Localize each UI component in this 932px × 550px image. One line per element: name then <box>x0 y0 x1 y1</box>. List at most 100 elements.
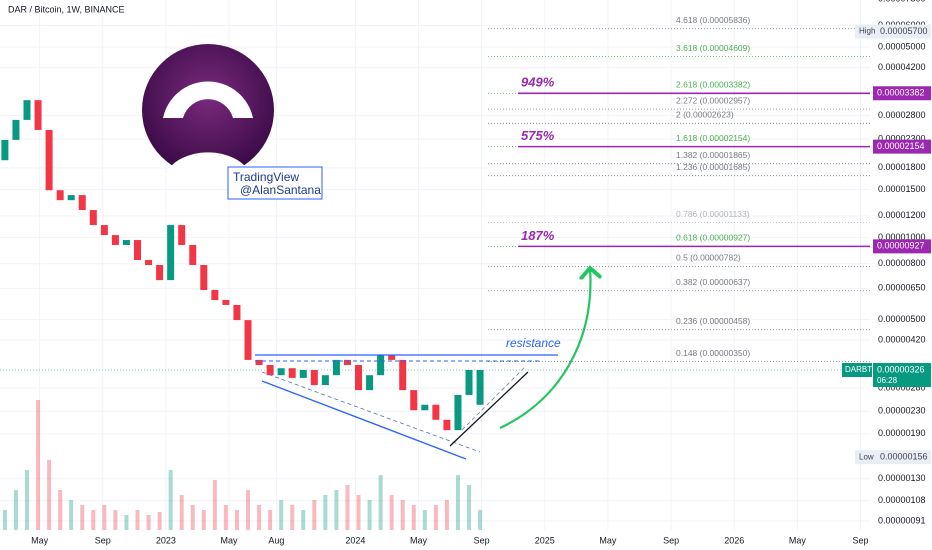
x-tick-label: May <box>221 535 239 545</box>
y-tick-label: 0.00004200 <box>878 62 926 72</box>
watermark-box <box>227 166 323 200</box>
target-price-box <box>873 139 931 154</box>
volume-bar <box>411 505 416 530</box>
candle-body <box>200 264 208 291</box>
x-tick-label: 2023 <box>156 535 176 545</box>
low-name-box <box>855 450 879 465</box>
candle-body <box>366 375 374 391</box>
fib-label: 1.618 (0.00002154) <box>676 133 750 143</box>
fib-label: 2.272 (0.00002957) <box>676 95 750 105</box>
fib-label: 3.618 (0.00004609) <box>676 43 750 53</box>
candle-body <box>156 264 164 281</box>
fib-label: 0.786 (0.00001133) <box>676 209 750 219</box>
y-tick-label: 0.00000650 <box>878 283 926 293</box>
volume-bar <box>356 495 361 530</box>
support-dashed <box>261 371 481 453</box>
volume-bar <box>478 510 483 530</box>
watermark-line: @AlanSantana <box>240 183 321 197</box>
price-axis-bg <box>870 0 932 550</box>
fib-label: 1.236 (0.00001685) <box>676 162 750 172</box>
volume-bar <box>290 505 295 530</box>
x-tick-label: 2026 <box>724 535 744 545</box>
volume-bar <box>2 510 7 530</box>
volume-bar <box>312 500 317 530</box>
volume-bar <box>69 500 74 530</box>
fib-label: 2.618 (0.00003382) <box>676 80 750 90</box>
target-arrow <box>499 268 590 429</box>
volume-bar <box>422 510 427 530</box>
volume-bar <box>367 500 372 530</box>
target-price-box <box>873 239 931 254</box>
fib-label: 0.382 (0.00000637) <box>676 277 750 287</box>
candle-body <box>189 244 197 265</box>
y-tick-label: 0.00001500 <box>878 184 926 194</box>
high-price-box <box>879 24 931 39</box>
candle-body <box>343 359 351 366</box>
target-price-box <box>873 86 931 101</box>
candle-body <box>89 210 97 226</box>
volume-bar <box>113 510 118 530</box>
low-price-box <box>879 450 931 465</box>
y-tick-label: 0.00000108 <box>878 495 926 505</box>
fib-label: 0.618 (0.00000927) <box>676 233 750 243</box>
volume-bar <box>212 480 217 530</box>
y-tick-label: 0.00000230 <box>878 406 926 416</box>
y-tick-label: 0.00002800 <box>878 110 926 120</box>
candle-body <box>244 320 252 360</box>
y-tick-label: 0.00000280 <box>878 382 926 392</box>
volume-bar <box>433 505 438 530</box>
candle-body <box>12 119 20 140</box>
candle-body <box>1 139 9 161</box>
x-tick-label: Sep <box>853 535 869 545</box>
candle-body <box>100 225 108 236</box>
x-tick-label: May <box>599 535 617 545</box>
y-tick-label: 0.00002300 <box>878 133 926 143</box>
volume-bar <box>444 500 449 530</box>
candle-body <box>56 190 64 201</box>
volume-bar <box>146 515 151 530</box>
x-tick-label: May <box>410 535 428 545</box>
y-tick-label: 0.00000800 <box>878 258 926 268</box>
volume-bar <box>13 490 18 530</box>
chart-title: DAR / Bitcoin, 1W, BINANCE <box>8 4 125 14</box>
volume-bar <box>301 510 306 530</box>
fib-label: 1.382 (0.00001865) <box>676 150 750 160</box>
rising-dashed <box>461 365 527 431</box>
last-price-label: 0.00000326 <box>877 364 925 374</box>
y-tick-label: 0.00005000 <box>878 41 926 51</box>
candle-body <box>45 129 53 191</box>
candle-body <box>145 260 153 265</box>
candle-body <box>355 365 363 391</box>
volume-bar <box>47 460 52 530</box>
volume-bar <box>58 490 63 530</box>
fib-label: 4.618 (0.00005836) <box>676 15 750 25</box>
target-price-label: 0.00003382 <box>877 88 925 98</box>
annotation: resistance <box>506 336 561 350</box>
support-trendline <box>261 380 467 460</box>
volume-bar <box>400 500 405 530</box>
last-name: DARBTC <box>845 365 878 374</box>
y-tick-label: 0.00000190 <box>878 428 926 438</box>
levels-layer: 4.618 (0.00005836) 3.618 (0.00004609) 2.61… <box>0 15 870 371</box>
volume-bar <box>91 510 96 530</box>
high-name: High <box>859 27 875 36</box>
candle-body <box>332 359 340 376</box>
volume-bar <box>223 505 228 530</box>
target-price-label: 0.00002154 <box>877 141 925 151</box>
x-tick-label: Sep <box>95 535 111 545</box>
volume-bar <box>190 505 195 530</box>
volume-bar <box>80 505 85 530</box>
candle-body <box>34 100 42 130</box>
volume-bar <box>323 495 328 530</box>
volume-bar <box>179 495 184 530</box>
x-tick-label: 2024 <box>345 535 365 545</box>
rising-line <box>449 371 529 447</box>
volume-bar <box>24 470 29 530</box>
countdown: 06:28 <box>877 376 898 385</box>
candle-body <box>78 195 86 211</box>
volume-bar <box>124 515 129 530</box>
fib-label: 0.236 (0.00000458) <box>676 316 750 326</box>
